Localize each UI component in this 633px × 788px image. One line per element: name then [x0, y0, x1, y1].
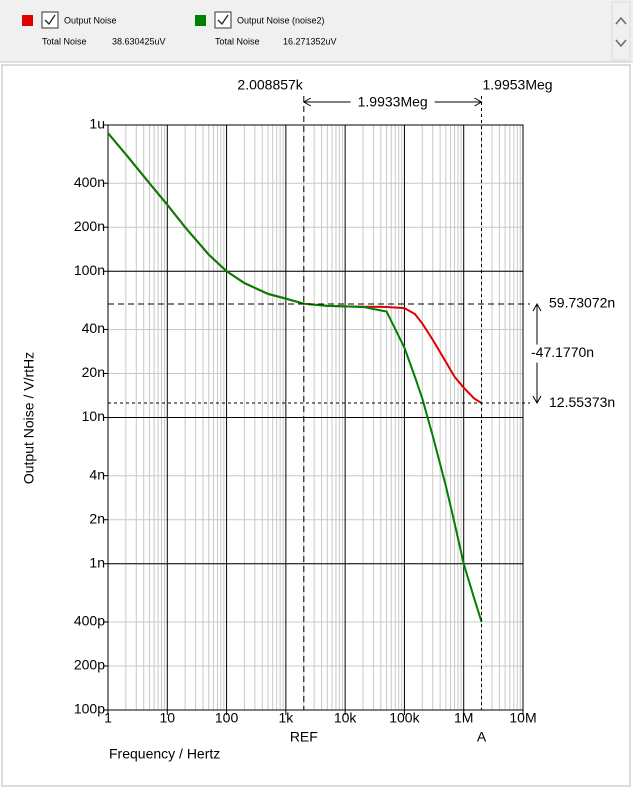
- legend-name: Output Noise (noise2): [237, 15, 325, 25]
- legend-panel: [0, 0, 633, 62]
- total-label: Total Noise: [42, 36, 87, 46]
- y-tick-label: 40n: [82, 320, 105, 336]
- check-mark: [217, 14, 229, 26]
- plot-frame: [107, 124, 524, 711]
- legend-checkbox[interactable]: [214, 11, 232, 29]
- y-tick-label: 200p: [74, 657, 105, 673]
- y-tick-label: 400p: [74, 613, 105, 629]
- cursor-x-value: 1.9953Meg: [483, 77, 553, 93]
- total-value: 16.271352uV: [283, 36, 337, 46]
- x-tick-label: 1k: [278, 710, 294, 726]
- y-tick-label: 4n: [89, 466, 105, 482]
- y-tick-label: 1u: [89, 116, 105, 132]
- series-line: [107, 132, 483, 623]
- cursor-y-value: 12.55373n: [549, 394, 615, 410]
- legend-checkbox[interactable]: [41, 11, 59, 29]
- delta-y-bg: [530, 344, 610, 363]
- y-tick-label: 2n: [89, 510, 105, 526]
- cursor-y-value: 59.73072n: [549, 295, 615, 311]
- x-tick-label: 100k: [389, 710, 420, 726]
- y-tick-label: 200n: [74, 218, 105, 234]
- delta-x-value: 1.9933Meg: [358, 94, 428, 110]
- y-tick-label: 1n: [89, 554, 105, 570]
- delta-y-value: -47.1770n: [531, 344, 594, 360]
- x-tick-label: 1: [104, 710, 112, 726]
- x-tick-label: 10: [159, 710, 175, 726]
- scrollbar[interactable]: [611, 1, 631, 61]
- y-tick-label: 20n: [82, 364, 105, 380]
- legend-swatch: [195, 15, 206, 26]
- check-mark: [44, 14, 56, 26]
- y-tick-label: 100n: [74, 262, 105, 278]
- cursor-x-value: 2.008857k: [237, 77, 303, 93]
- y-axis-title: Output Noise / V/rtHz: [21, 352, 37, 484]
- y-tick-label: 10n: [82, 408, 105, 424]
- x-tick-label: 100: [215, 710, 239, 726]
- y-tick-label: 100p: [74, 701, 105, 717]
- delta-x-bg: [350, 94, 435, 110]
- x-tick-label: 10k: [334, 710, 358, 726]
- x-tick-label: 1M: [454, 710, 473, 726]
- total-label: Total Noise: [215, 36, 260, 46]
- total-value: 38.630425uV: [112, 36, 166, 46]
- cursor-name: REF: [290, 729, 318, 745]
- scroll-down[interactable]: [615, 39, 627, 48]
- y-tick-label: 400n: [74, 174, 105, 190]
- x-axis-title: Frequency / Hertz: [109, 746, 220, 762]
- x-tick-label: 10M: [509, 710, 536, 726]
- legend-name: Output Noise: [64, 15, 117, 25]
- cursor-name: A: [477, 729, 487, 745]
- legend-swatch: [22, 15, 33, 26]
- scroll-up[interactable]: [615, 16, 627, 25]
